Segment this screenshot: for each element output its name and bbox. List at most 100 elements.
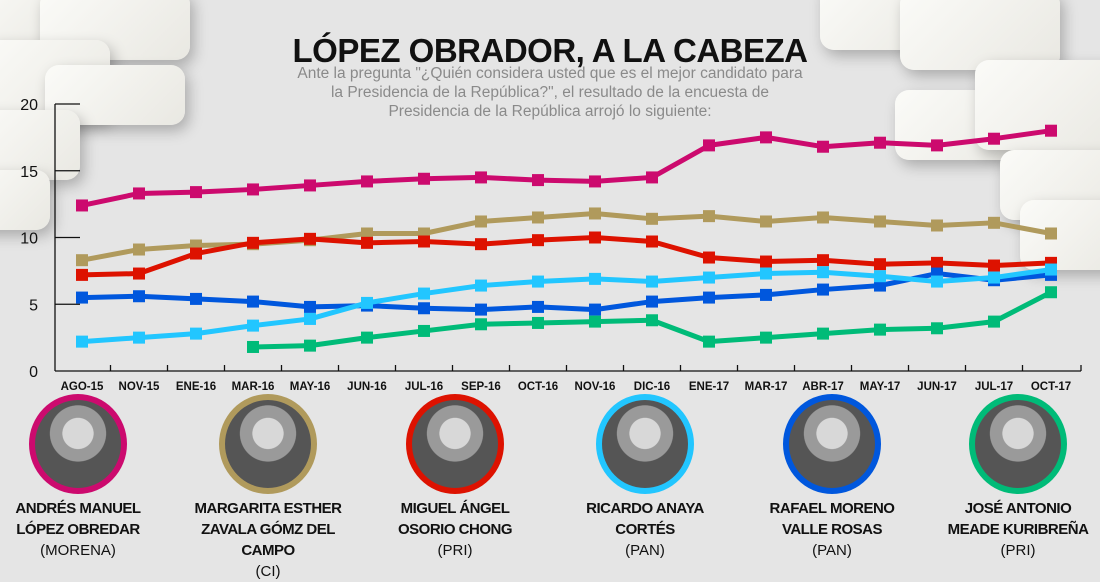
data-point (133, 290, 145, 303)
data-point (361, 296, 373, 309)
x-tick-label: MAY-16 (290, 381, 331, 393)
x-tick-label: AGO-15 (61, 381, 104, 393)
data-point (304, 300, 316, 313)
candidate-party: (PAN) (625, 542, 665, 559)
data-point (703, 251, 715, 264)
x-tick-label: MAR-16 (232, 381, 275, 393)
data-point (76, 254, 88, 267)
x-tick-label: OCT-16 (518, 381, 558, 393)
data-point (475, 318, 487, 331)
data-point (133, 187, 145, 200)
data-point (532, 211, 544, 224)
x-tick-label: MAY-17 (860, 381, 901, 393)
x-tick-label: ENE-17 (689, 381, 729, 393)
x-tick-label: DIC-16 (634, 381, 670, 393)
x-tick-label: JUN-17 (917, 381, 957, 393)
speech-bubble-decoration (0, 110, 80, 180)
candidate-photo (406, 394, 504, 494)
y-tick-label: 0 (29, 364, 38, 381)
data-point (589, 207, 601, 220)
data-point (304, 179, 316, 192)
candidate-name: MIGUEL ÁNGEL OSORIO CHONG (397, 500, 513, 538)
data-point (760, 215, 772, 228)
candidate-card: JOSÉ ANTONIO MEADE KURIBREÑA (PRI) (928, 394, 1100, 561)
data-point (247, 236, 259, 249)
data-point (931, 139, 943, 152)
data-point (817, 327, 829, 340)
data-point (646, 171, 658, 184)
candidate-card: RAFAEL MORENO VALLE ROSAS (PAN) (742, 394, 922, 561)
candidate-name: RICARDO ANAYA CORTÉS (586, 500, 704, 538)
data-point (760, 267, 772, 280)
data-point (589, 303, 601, 316)
data-point (646, 212, 658, 225)
data-point (76, 268, 88, 281)
data-point (760, 331, 772, 344)
candidate-name: RAFAEL MORENO VALLE ROSAS (769, 500, 895, 538)
candidate-card: MARGARITA ESTHER ZAVALA GÓMZ DEL CAMPO (CI… (178, 394, 358, 582)
data-point (703, 291, 715, 304)
data-point (133, 331, 145, 344)
data-point (646, 275, 658, 288)
data-point (304, 232, 316, 245)
data-point (361, 175, 373, 188)
x-tick-label: NOV-15 (119, 381, 161, 393)
data-point (817, 140, 829, 153)
data-point (418, 302, 430, 315)
data-point (418, 172, 430, 185)
series-line (81, 271, 1052, 313)
data-point (190, 247, 202, 260)
data-point (988, 259, 1000, 272)
x-tick-label: JUN-16 (347, 381, 387, 393)
data-point (988, 132, 1000, 145)
data-point (931, 219, 943, 232)
data-point (817, 283, 829, 296)
data-point (988, 271, 1000, 284)
y-tick-label: 15 (20, 164, 38, 181)
speech-bubble-decoration (1020, 200, 1100, 270)
candidate-card: MIGUEL ÁNGEL OSORIO CHONG (PRI) (365, 394, 545, 561)
line-chart: 0 5 10 15 20 AGO-15 NOV-15 ENE-16 MAR-16 MAY-16 JU… (20, 97, 1082, 393)
data-point (817, 211, 829, 224)
x-tick-label: SEP-16 (461, 381, 501, 393)
y-tick-label: 20 (20, 97, 38, 114)
candidate-photo (969, 394, 1067, 494)
series-line (81, 235, 1052, 278)
speech-bubble-decoration (0, 170, 50, 230)
x-tick-label: OCT-17 (1031, 381, 1071, 393)
data-point (418, 324, 430, 337)
data-point (475, 238, 487, 251)
chart-subtitle: Ante la pregunta "¿Quién considera usted… (297, 65, 803, 120)
data-point (532, 174, 544, 187)
data-point (931, 322, 943, 335)
data-point (931, 256, 943, 269)
data-point (532, 316, 544, 329)
data-point (589, 315, 601, 328)
candidate-photo (783, 394, 881, 494)
candidate-party: (PAN) (812, 542, 852, 559)
data-point (646, 235, 658, 248)
data-point (76, 291, 88, 304)
data-point (589, 175, 601, 188)
candidate-name: ANDRÉS MANUEL LÓPEZ OBREDAR (15, 500, 141, 538)
candidate-photo (29, 394, 127, 494)
chart-title: LÓPEZ OBRADOR, A LA CABEZA (292, 32, 808, 69)
data-point (475, 279, 487, 292)
x-tick-label: ENE-16 (176, 381, 216, 393)
speech-bubble-decoration (900, 0, 1060, 70)
data-point (874, 323, 886, 336)
series-line (81, 267, 1052, 345)
data-point (532, 275, 544, 288)
data-point (646, 314, 658, 327)
data-point (304, 339, 316, 352)
data-point (76, 335, 88, 348)
data-point (760, 288, 772, 301)
data-point (874, 258, 886, 271)
data-point (988, 216, 1000, 229)
x-tick-label: ABR-17 (802, 381, 844, 393)
data-point (190, 292, 202, 305)
candidate-party: (PRI) (1000, 542, 1036, 559)
data-point (133, 267, 145, 280)
data-point (874, 270, 886, 283)
data-point (247, 295, 259, 308)
